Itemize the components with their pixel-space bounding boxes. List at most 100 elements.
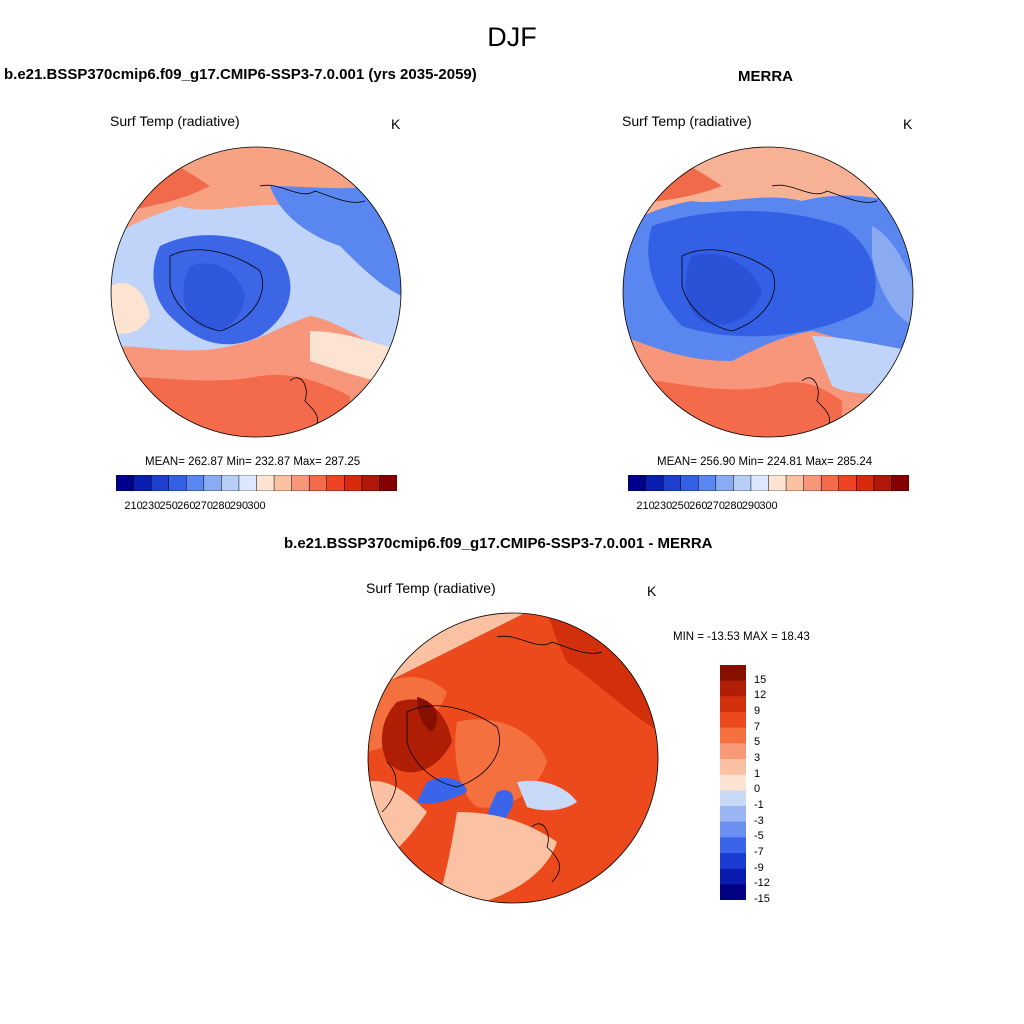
colorbar-swatch (720, 821, 746, 838)
colorbar-tick-label: 300 (759, 500, 778, 512)
colorbar-swatch (873, 474, 892, 492)
colorbar-swatch (221, 474, 240, 492)
colorbar-tick-label: 270 (706, 500, 725, 512)
colorbar-swatch (720, 884, 746, 901)
colorbar-swatch (733, 474, 752, 492)
colorbar-swatch (379, 474, 398, 492)
colorbar-swatch (785, 474, 805, 492)
colorbar-swatch (891, 474, 910, 492)
obs-panel-title: MERRA (738, 68, 793, 85)
colorbar-swatch (698, 474, 717, 492)
colorbar-tick-label: 15 (754, 673, 767, 686)
colorbar-tick-label: 7 (754, 720, 761, 733)
colorbar-swatch (720, 743, 746, 760)
colorbar-tick-label: 250 (671, 500, 690, 512)
diff-variable-label: Surf Temp (radiative) (366, 580, 496, 596)
colorbar-swatch (856, 474, 875, 492)
colorbar-swatch (133, 474, 152, 492)
colorbar-swatch (720, 680, 746, 697)
colorbar-swatch (168, 474, 187, 492)
colorbar-tick-label: -9 (754, 861, 764, 874)
colorbar-tick-label: 250 (159, 500, 178, 512)
colorbar-swatch (326, 474, 345, 492)
colorbar-tick-label: -3 (754, 814, 764, 827)
colorbar-swatch (720, 790, 746, 807)
colorbar-swatch (750, 474, 770, 492)
season-title: DJF (487, 22, 537, 52)
model-colorbar: 210 230 250 260 270 280 290 300 (115, 474, 398, 512)
colorbar-tick-label: -7 (754, 846, 764, 858)
colorbar-tick-label: 270 (194, 500, 213, 512)
colorbar-tick-label: 210 (124, 500, 143, 512)
colorbar-swatch (720, 727, 746, 744)
obs-units-label: K (903, 116, 913, 132)
diff-units-label: K (647, 583, 657, 599)
colorbar-tick-label: 300 (247, 500, 266, 512)
colorbar-swatch (361, 474, 380, 492)
colorbar-swatch (803, 474, 822, 492)
colorbar-swatch (203, 474, 222, 492)
obs-colorbar: 210 230 250 260 270 280 290 300 (627, 474, 910, 512)
colorbar-swatch (720, 806, 746, 822)
obs-variable-label: Surf Temp (radiative) (622, 113, 752, 129)
colorbar-tick-label: 3 (754, 752, 761, 764)
model-polar-map (110, 146, 402, 438)
obs-colorbar-labels: 210 230 250 260 270 280 290 300 (628, 496, 909, 512)
diff-polar-map (367, 612, 659, 904)
colorbar-swatch (308, 474, 328, 492)
colorbar-swatch (186, 474, 205, 492)
diff-colorbar-swatches (720, 665, 746, 901)
colorbar-swatch (720, 853, 746, 869)
diff-stats: MIN = -13.53 MAX = 18.43 (673, 631, 810, 643)
colorbar-swatch (715, 474, 734, 492)
colorbar-swatch (256, 474, 275, 492)
colorbar-swatch (150, 474, 170, 492)
colorbar-tick-label: 9 (754, 705, 761, 717)
colorbar-swatch (115, 474, 135, 492)
colorbar-swatch (720, 665, 746, 681)
model-panel-title: b.e21.BSSP370cmip6.f09_g17.CMIP6-SSP3-7.… (4, 66, 477, 83)
colorbar-swatch (720, 868, 746, 885)
colorbar-tick-label: 280 (212, 500, 231, 512)
colorbar-swatch (720, 759, 746, 775)
colorbar-swatch (720, 712, 746, 728)
colorbar-swatch (645, 474, 664, 492)
colorbar-swatch (238, 474, 258, 492)
colorbar-tick-label: 260 (689, 500, 708, 512)
colorbar-tick-label: 260 (177, 500, 196, 512)
colorbar-tick-label: 290 (741, 500, 761, 512)
colorbar-tick-label: 230 (653, 500, 673, 512)
diff-panel-title: b.e21.BSSP370cmip6.f09_g17.CMIP6-SSP3-7.… (284, 535, 713, 552)
obs-stats: MEAN= 256.90 Min= 224.81 Max= 285.24 (657, 456, 873, 468)
colorbar-tick-label: 0 (754, 783, 761, 796)
model-stats: MEAN= 262.87 Min= 232.87 Max= 287.25 (145, 456, 361, 468)
colorbar-swatch (344, 474, 363, 492)
colorbar-tick-label: -12 (754, 877, 770, 890)
diff-colorbar-labels: 15 12 9 7 5 3 1 0 -1 -3 -5 -7 -9 -12 -15 (746, 665, 786, 905)
colorbar-swatch (291, 474, 310, 492)
model-colorbar-labels: 210 230 250 260 270 280 290 300 (116, 496, 397, 512)
colorbar-swatch (720, 696, 746, 713)
colorbar-tick-label: 5 (754, 736, 761, 749)
colorbar-swatch (273, 474, 293, 492)
colorbar-tick-label: 210 (636, 500, 655, 512)
diff-colorbar: 15 12 9 7 5 3 1 0 -1 -3 -5 -7 -9 -12 -15 (720, 665, 790, 905)
colorbar-swatch (627, 474, 647, 492)
colorbar-swatch (720, 837, 746, 854)
colorbar-swatch (680, 474, 699, 492)
colorbar-swatch (720, 774, 746, 791)
obs-polar-map (622, 146, 914, 438)
colorbar-tick-label: 1 (754, 767, 761, 780)
colorbar-tick-label: -15 (754, 893, 770, 905)
colorbar-tick-label: 280 (724, 500, 743, 512)
colorbar-swatch (662, 474, 682, 492)
colorbar-swatch (768, 474, 787, 492)
model-variable-label: Surf Temp (radiative) (110, 113, 240, 129)
colorbar-tick-label: -1 (754, 799, 764, 811)
colorbar-swatch (820, 474, 840, 492)
obs-colorbar-swatches (627, 474, 910, 492)
colorbar-swatch (838, 474, 857, 492)
colorbar-tick-label: 290 (229, 500, 249, 512)
model-units-label: K (391, 116, 401, 132)
colorbar-tick-label: 12 (754, 689, 767, 702)
